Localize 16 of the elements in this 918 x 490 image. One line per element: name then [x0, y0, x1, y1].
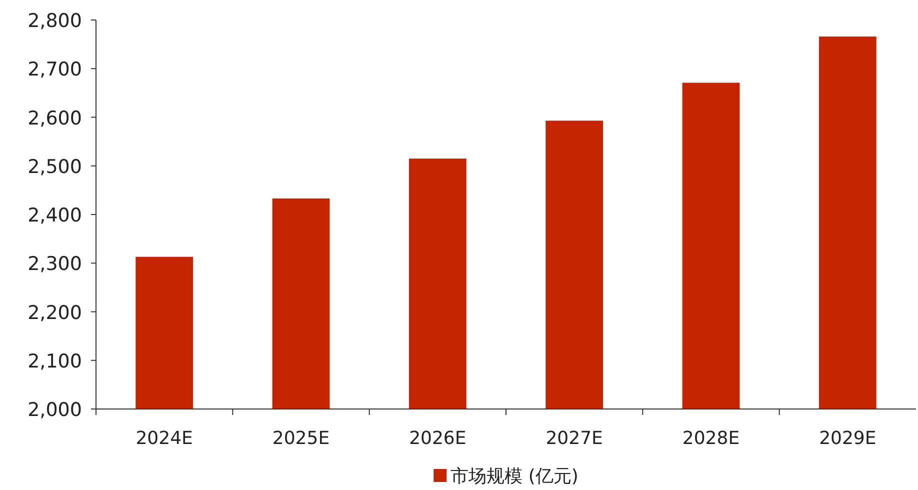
x-tick-label: 2026E — [409, 428, 466, 449]
y-tick-label: 2,000 — [28, 399, 82, 421]
x-tick-label: 2028E — [682, 428, 740, 449]
y-tick-label: 2,500 — [28, 156, 82, 178]
y-tick-label: 2,400 — [28, 204, 82, 226]
x-tick-label: 2027E — [546, 428, 603, 449]
y-tick-label: 2,800 — [28, 10, 82, 32]
x-tick-label: 2029E — [819, 428, 876, 449]
y-tick-label: 2,100 — [28, 350, 82, 372]
legend: 市场规模 (亿元) — [434, 466, 578, 487]
x-tick-label: 2024E — [136, 428, 193, 449]
y-tick-label: 2,200 — [28, 302, 82, 324]
y-tick-label: 2,300 — [28, 253, 82, 276]
x-tick-label: 2025E — [272, 428, 330, 449]
y-tick-label: 2,600 — [28, 107, 82, 130]
y-tick-label: 2,700 — [28, 58, 82, 81]
